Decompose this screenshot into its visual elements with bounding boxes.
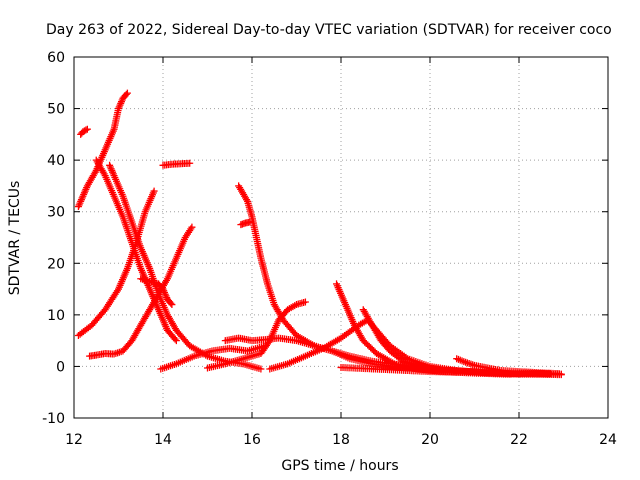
data-point (257, 365, 265, 373)
y-axis-label: SDTVAR / TECUs (7, 181, 23, 296)
series-arc-18 (337, 363, 565, 379)
y-tick-label: 60 (47, 50, 65, 66)
axis-ticks: 12 14 16 18 20 22 24 -10 0 10 20 30 40 50 60 (42, 50, 617, 448)
series-arc-8 (137, 275, 176, 309)
x-axis-label: GPS time / hours (281, 458, 398, 474)
data-marks (74, 89, 565, 379)
y-tick-label: 40 (47, 153, 65, 169)
series-arc-11 (237, 218, 254, 229)
x-tick-label: 12 (65, 432, 83, 448)
y-tick-label: 10 (47, 308, 65, 324)
data-point (246, 218, 254, 226)
x-tick-label: 24 (599, 432, 617, 448)
series-arc-9 (157, 342, 269, 373)
series-arc-2 (77, 125, 91, 138)
series-arc-6 (86, 223, 196, 360)
data-point (186, 159, 194, 167)
data-point (301, 298, 309, 306)
y-tick-label: 20 (47, 256, 65, 272)
data-point (398, 356, 406, 364)
series-arc-7 (159, 159, 194, 169)
x-tick-label: 14 (154, 432, 172, 448)
x-tick-label: 16 (243, 432, 261, 448)
data-point (171, 335, 179, 343)
data-point (150, 187, 158, 195)
data-point (172, 337, 180, 345)
data-point (188, 223, 196, 231)
y-tick-label: 0 (56, 359, 65, 375)
series-arc-10 (235, 182, 478, 376)
y-tick-label: -10 (42, 411, 65, 427)
data-point (168, 301, 176, 309)
data-point (82, 126, 90, 134)
x-tick-label: 18 (332, 432, 350, 448)
series-arc-5 (74, 187, 158, 339)
data-point (167, 299, 175, 307)
x-tick-label: 22 (510, 432, 528, 448)
grid-lines (74, 57, 608, 418)
data-point (83, 125, 91, 133)
chart-title: Day 263 of 2022, Sidereal Day-to-day VTE… (46, 22, 612, 38)
y-tick-label: 50 (47, 102, 65, 118)
series-arc-12 (204, 298, 309, 372)
data-point (122, 90, 130, 98)
y-tick-label: 30 (47, 205, 65, 221)
data-point (557, 371, 565, 379)
data-point (123, 89, 131, 97)
x-tick-label: 20 (421, 432, 439, 448)
